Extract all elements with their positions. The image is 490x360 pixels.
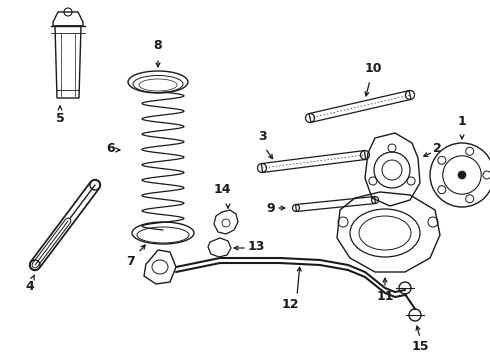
Text: 13: 13 bbox=[248, 239, 266, 252]
Circle shape bbox=[458, 171, 466, 179]
Text: 12: 12 bbox=[281, 298, 299, 311]
Text: 14: 14 bbox=[213, 183, 231, 196]
Text: 8: 8 bbox=[154, 39, 162, 52]
Text: 1: 1 bbox=[458, 115, 466, 128]
Text: 9: 9 bbox=[267, 202, 275, 215]
Text: 15: 15 bbox=[411, 340, 429, 353]
Text: 2: 2 bbox=[433, 141, 442, 154]
Text: 3: 3 bbox=[258, 130, 266, 143]
Text: 5: 5 bbox=[56, 112, 64, 125]
Text: 11: 11 bbox=[376, 290, 394, 303]
Text: 6: 6 bbox=[106, 141, 115, 154]
Text: 4: 4 bbox=[25, 280, 34, 293]
Text: 7: 7 bbox=[125, 255, 134, 268]
Text: 10: 10 bbox=[364, 62, 382, 75]
